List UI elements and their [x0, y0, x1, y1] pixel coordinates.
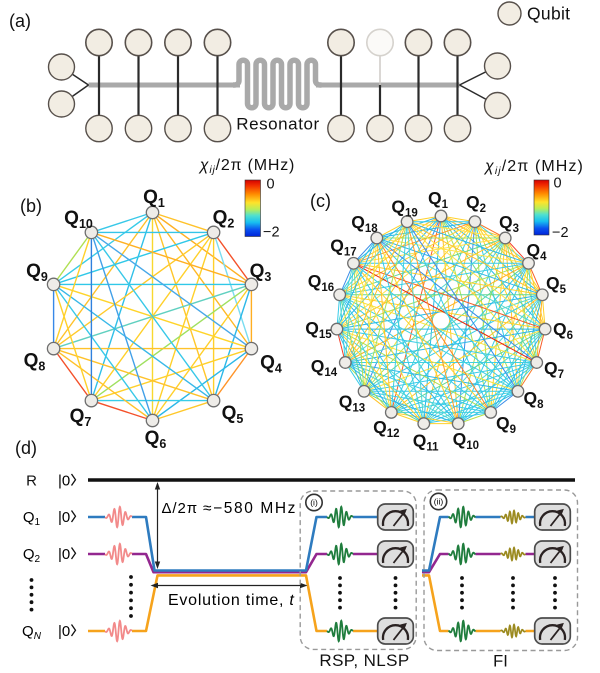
svg-text:0: 0: [267, 177, 275, 193]
svg-text:(b): (b): [20, 196, 42, 216]
svg-text:|0: |0: [58, 623, 70, 640]
svg-text:≈−580 MHz: ≈−580 MHz: [203, 500, 297, 517]
svg-text:|0: |0: [58, 473, 70, 490]
svg-text:χij/2π (MHz): χij/2π (MHz): [198, 157, 295, 176]
svg-text:(d): (d): [15, 438, 37, 458]
svg-text:Δ/2π: Δ/2π: [162, 500, 198, 517]
svg-text:(ii): (ii): [434, 497, 444, 507]
svg-text:RSP, NLSP: RSP, NLSP: [319, 651, 409, 670]
svg-text:Evolution time, t: Evolution time, t: [168, 592, 295, 609]
svg-text:FI: FI: [493, 653, 508, 671]
svg-text:|0: |0: [58, 509, 70, 526]
svg-text:Resonator: Resonator: [236, 115, 319, 134]
svg-text:R: R: [26, 473, 37, 490]
svg-text:−2: −2: [552, 225, 569, 241]
svg-text:−2: −2: [263, 225, 280, 241]
svg-text:(a): (a): [9, 11, 31, 31]
svg-text:(i): (i): [310, 498, 318, 508]
svg-text:|0: |0: [58, 546, 70, 563]
svg-text:0: 0: [554, 176, 562, 192]
svg-text:Qubit: Qubit: [527, 4, 570, 24]
svg-text:(c): (c): [310, 191, 331, 211]
